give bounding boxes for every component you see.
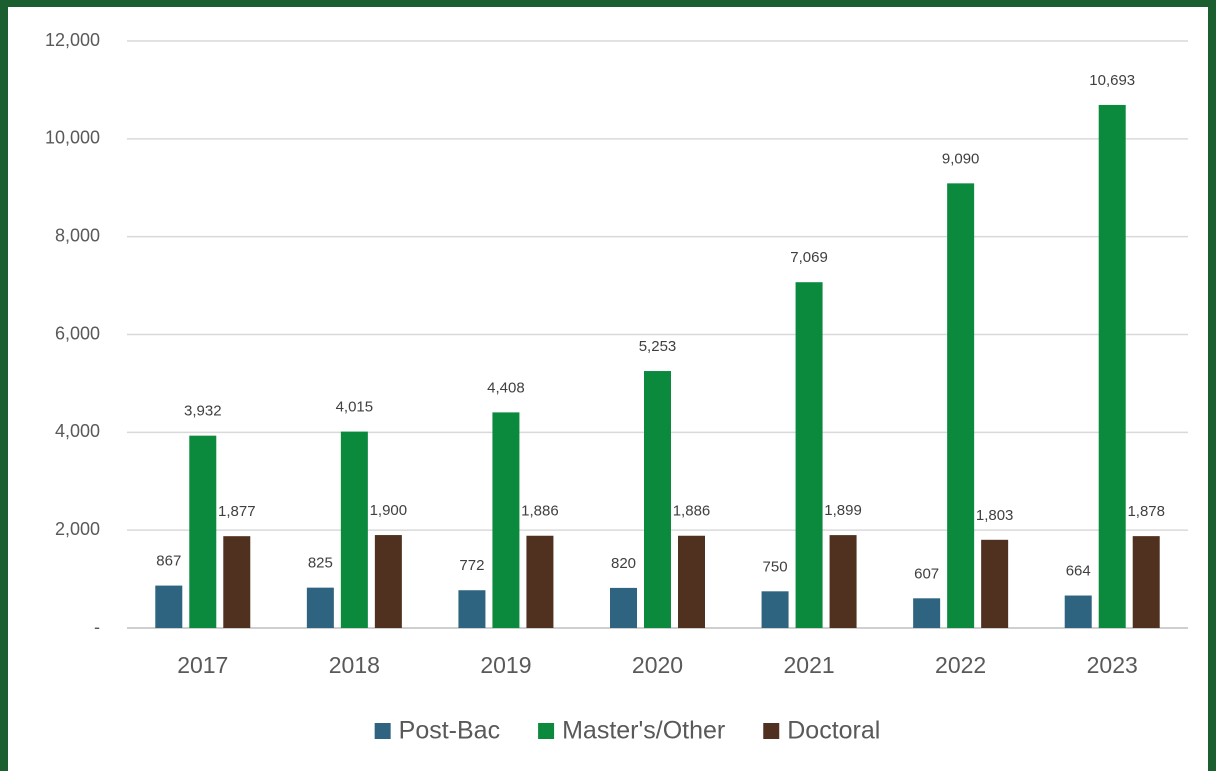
- bar: [761, 591, 789, 628]
- data-label: 867: [156, 553, 181, 570]
- legend-swatch: [538, 723, 555, 739]
- legend-swatch: [763, 723, 780, 739]
- y-tick-label: -: [94, 617, 100, 637]
- data-label: 9,090: [942, 150, 980, 167]
- bar: [913, 598, 941, 628]
- data-label: 750: [763, 558, 788, 575]
- y-tick-label: 12,000: [45, 30, 100, 50]
- bar: [306, 587, 334, 628]
- y-tick-label: 10,000: [45, 128, 100, 148]
- bar: [795, 282, 823, 628]
- x-tick-label: 2018: [329, 652, 380, 678]
- x-tick-label: 2022: [935, 652, 986, 678]
- bar: [458, 590, 486, 628]
- data-label: 5,253: [639, 338, 677, 355]
- bar: [1132, 536, 1160, 628]
- y-tick-label: 6,000: [55, 323, 100, 343]
- bar: [678, 535, 705, 628]
- legend-label: Doctoral: [787, 717, 880, 745]
- bar: [155, 585, 183, 628]
- bar: [492, 412, 520, 628]
- data-label: 1,900: [370, 502, 408, 519]
- chart-background: [8, 7, 1208, 771]
- bar: [340, 431, 368, 628]
- bar: [829, 535, 857, 628]
- data-label: 10,693: [1089, 72, 1135, 89]
- data-label: 1,877: [218, 503, 256, 520]
- bar: [644, 371, 671, 628]
- bar: [981, 539, 1009, 628]
- bar: [947, 183, 975, 628]
- legend-label: Post-Bac: [399, 717, 500, 745]
- data-label: 3,932: [184, 403, 222, 420]
- bar: [223, 536, 251, 628]
- y-tick-label: 8,000: [55, 225, 100, 245]
- bar: [610, 587, 637, 628]
- data-label: 772: [459, 557, 484, 574]
- y-tick-label: 4,000: [55, 421, 100, 441]
- data-label: 1,886: [521, 503, 559, 520]
- bar: [1098, 104, 1126, 628]
- bar: [189, 435, 217, 628]
- data-label: 1,899: [824, 502, 862, 519]
- data-label: 7,069: [790, 249, 828, 266]
- bar: [526, 535, 554, 628]
- data-label: 607: [914, 565, 939, 582]
- x-tick-label: 2020: [632, 652, 683, 678]
- legend-label: Master's/Other: [562, 717, 725, 745]
- data-label: 1,886: [673, 503, 711, 520]
- data-label: 825: [308, 555, 333, 572]
- data-label: 664: [1066, 562, 1091, 579]
- bar: [1064, 595, 1092, 628]
- data-label: 4,015: [336, 399, 374, 416]
- bar: [374, 535, 402, 628]
- legend-swatch: [374, 723, 391, 739]
- data-label: 4,408: [487, 379, 525, 396]
- x-tick-label: 2021: [783, 652, 834, 678]
- x-tick-label: 2019: [480, 652, 531, 678]
- data-label: 1,803: [976, 507, 1014, 524]
- data-label: 1,878: [1127, 503, 1165, 520]
- y-tick-label: 2,000: [55, 519, 100, 539]
- data-label: 820: [611, 555, 636, 572]
- x-tick-label: 2017: [177, 652, 228, 678]
- x-tick-label: 2023: [1087, 652, 1138, 678]
